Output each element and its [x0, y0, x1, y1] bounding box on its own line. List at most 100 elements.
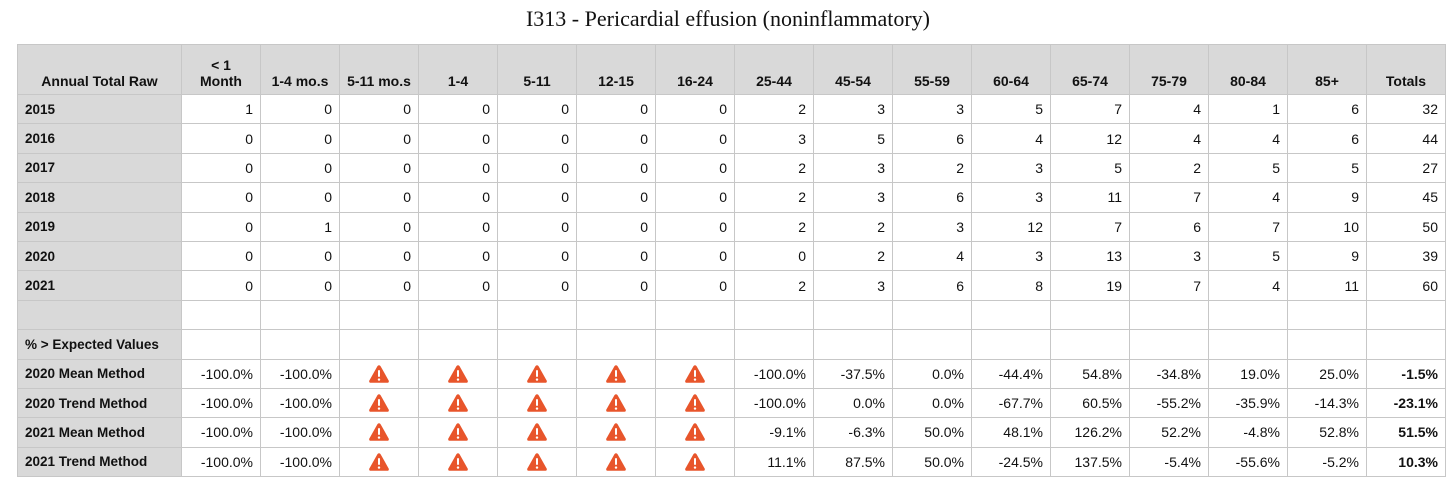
empty-cell: [1366, 329, 1446, 360]
value-cell: 0: [655, 240, 735, 272]
value-cell: 9: [1287, 182, 1367, 213]
value-cell: 2: [734, 152, 814, 184]
empty-cell: [1129, 299, 1209, 331]
value-cell: 2: [813, 211, 893, 242]
warning-cell: [418, 358, 498, 389]
warning-icon: [685, 453, 705, 471]
value-cell: -100.0%: [734, 387, 814, 419]
header-row: Annual Total Raw < 1 Month 1-4 mo.s 5-11 m…: [17, 44, 1446, 95]
empty-cell: [734, 299, 814, 331]
value-cell: 10: [1287, 211, 1367, 242]
column-header: 25-44: [734, 44, 814, 95]
empty-cell: [813, 299, 893, 331]
value-cell: 19.0%: [1208, 358, 1288, 389]
value-cell: 3: [971, 182, 1051, 213]
value-cell: 0: [339, 123, 419, 154]
column-header: 60-64: [971, 44, 1051, 95]
value-cell: -55.2%: [1129, 387, 1209, 419]
warning-cell: [418, 446, 498, 478]
value-cell: 13: [1050, 240, 1130, 272]
value-cell: 0: [655, 152, 735, 184]
warning-cell: [418, 417, 498, 448]
value-cell: -14.3%: [1287, 387, 1367, 419]
value-cell: -100.0%: [181, 446, 261, 478]
empty-cell: [1129, 329, 1209, 360]
value-cell: 0: [418, 240, 498, 272]
warning-icon: [448, 453, 468, 471]
value-cell: 60.5%: [1050, 387, 1130, 419]
row-label: 2019: [17, 211, 182, 242]
value-cell: 0: [734, 240, 814, 272]
value-cell: 0: [655, 93, 735, 125]
value-cell: 0: [418, 123, 498, 154]
value-cell: 50.0%: [892, 417, 972, 448]
value-cell: 0: [260, 152, 340, 184]
value-cell: 6: [1287, 123, 1367, 154]
row-label: 2016: [17, 123, 182, 154]
value-cell: 12: [1050, 123, 1130, 154]
value-cell: 2: [734, 270, 814, 301]
empty-cell: [339, 299, 419, 331]
table-row: 2015 1 0 0 0 0 0 0 2 3 3 5 7 4 1 6 32: [17, 93, 1446, 125]
value-cell: 0: [181, 240, 261, 272]
value-cell: 3: [734, 123, 814, 154]
total-cell: 10.3%: [1366, 446, 1446, 478]
value-cell: -100.0%: [181, 417, 261, 448]
value-cell: -100.0%: [260, 358, 340, 389]
warning-cell: [655, 358, 735, 389]
empty-cell: [576, 299, 656, 331]
empty-cell: [1208, 299, 1288, 331]
empty-cell: [1287, 299, 1367, 331]
row-label: 2018: [17, 182, 182, 213]
value-cell: 2: [734, 93, 814, 125]
empty-cell: [971, 299, 1051, 331]
row-header-label: Annual Total Raw: [17, 44, 182, 95]
table-row: 2021 0 0 0 0 0 0 0 2 3 6 8 19 7 4 11 60: [17, 270, 1446, 301]
value-cell: 0: [418, 182, 498, 213]
warning-cell: [655, 417, 735, 448]
value-cell: 0: [418, 152, 498, 184]
warning-cell: [339, 358, 419, 389]
warning-cell: [576, 446, 656, 478]
value-cell: 9: [1287, 240, 1367, 272]
column-header: < 1 Month: [181, 44, 261, 95]
value-cell: 0: [497, 182, 577, 213]
value-cell: 0: [497, 93, 577, 125]
empty-cell: [181, 329, 261, 360]
table-row: 2017 0 0 0 0 0 0 0 2 3 2 3 5 2 5 5 27: [17, 152, 1446, 184]
value-cell: 0: [576, 123, 656, 154]
value-cell: 0.0%: [892, 387, 972, 419]
value-cell: 7: [1129, 182, 1209, 213]
value-cell: 0: [339, 270, 419, 301]
value-cell: 0: [260, 182, 340, 213]
total-cell: -23.1%: [1366, 387, 1446, 419]
warning-cell: [339, 417, 419, 448]
row-label: 2021 Mean Method: [17, 417, 182, 448]
value-cell: 7: [1050, 93, 1130, 125]
value-cell: 0: [339, 240, 419, 272]
total-cell: 32: [1366, 93, 1446, 125]
warning-icon: [369, 364, 389, 383]
value-cell: 0: [339, 152, 419, 184]
value-cell: -100.0%: [260, 446, 340, 478]
value-cell: 0: [576, 152, 656, 184]
empty-cell: [892, 329, 972, 360]
value-cell: -34.8%: [1129, 358, 1209, 389]
empty-cell: [576, 329, 656, 360]
value-cell: 1: [1208, 93, 1288, 125]
warning-cell: [497, 358, 577, 389]
value-cell: 5: [1050, 152, 1130, 184]
value-cell: 50.0%: [892, 446, 972, 478]
value-cell: -44.4%: [971, 358, 1051, 389]
column-header: 55-59: [892, 44, 972, 95]
column-header: 1-4 mo.s: [260, 44, 340, 95]
value-cell: 6: [1287, 93, 1367, 125]
value-cell: 0: [418, 211, 498, 242]
table-row: 2021 Mean Method -100.0% -100.0% -9.1% -6.3%…: [17, 417, 1446, 448]
empty-cell: [497, 299, 577, 331]
column-header: 16-24: [655, 44, 735, 95]
total-cell: 50: [1366, 211, 1446, 242]
section-row: % > Expected Values: [17, 329, 1446, 360]
value-cell: -9.1%: [734, 417, 814, 448]
warning-icon: [606, 394, 626, 412]
